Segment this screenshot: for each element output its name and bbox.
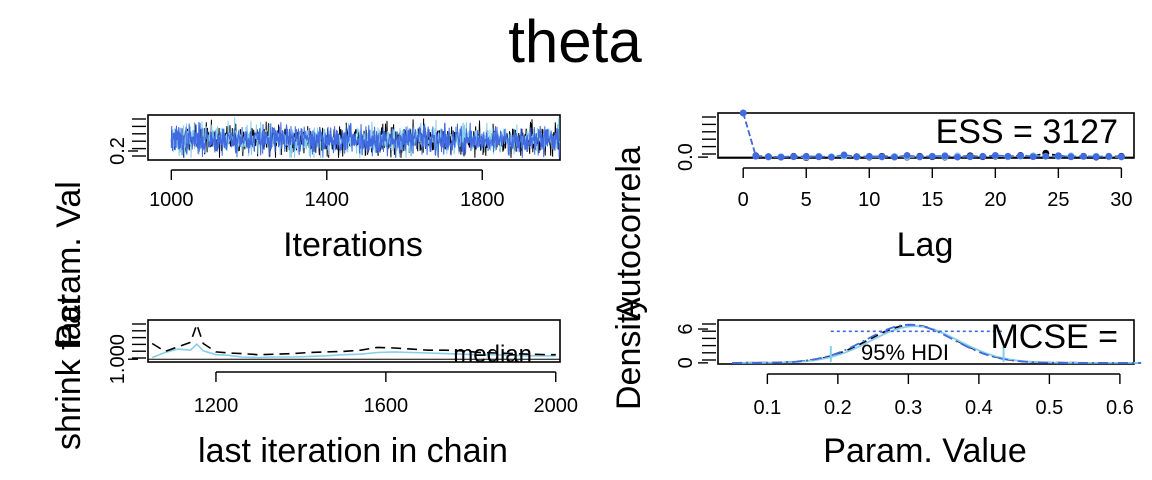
density-y-label: Density	[610, 297, 648, 410]
autocorrelation-point	[790, 153, 798, 161]
autocorrelation-point	[1017, 152, 1024, 160]
trace-x-tick-label: 1400	[305, 189, 350, 211]
shrink-factor-panel: 1200 1600 2000 1.000 median last iteration …	[50, 295, 578, 470]
autocorrelation-y-tick-label: 0.0	[675, 143, 697, 171]
autocorrelation-point	[878, 153, 886, 161]
shrink-factor-series-line	[151, 322, 556, 356]
autocorrelation-x-tick-label: 20	[984, 189, 1006, 211]
hdi-label: 95% HDI	[861, 340, 949, 365]
shrink-factor-x-tick-label: 2000	[534, 395, 579, 417]
density-lines	[732, 323, 1142, 364]
shrink-factor-series-line	[151, 342, 556, 359]
trace-x-label: Iterations	[283, 226, 423, 264]
autocorrelation-point	[802, 152, 810, 160]
autocorrelation-x-tick-label: 0	[738, 189, 749, 211]
density-series-line	[732, 323, 1142, 364]
autocorrelation-point	[1092, 153, 1100, 161]
autocorrelation-x-label: Lag	[897, 226, 954, 264]
shrink-factor-x-tick-label: 1600	[364, 395, 409, 417]
autocorrelation-point	[991, 151, 999, 159]
autocorrelation-point	[928, 152, 936, 160]
density-y-tick-label: 0	[675, 357, 697, 368]
density-x-tick-label: 0.4	[965, 397, 993, 419]
shrink-factor-y-label: shrink fact	[50, 295, 88, 450]
autocorrelation-ticks: 0 5 10 15 20 25 30 0.0	[675, 116, 1133, 211]
autocorrelation-point	[1105, 152, 1113, 160]
autocorrelation-point	[865, 152, 873, 160]
autocorrelation-point	[815, 153, 823, 161]
autocorrelation-x-tick-label: 5	[801, 189, 812, 211]
autocorrelation-point	[903, 151, 911, 159]
density-frame	[717, 319, 1135, 365]
density-x-tick-label: 0.1	[753, 397, 781, 419]
autocorrelation-x-tick-label: 25	[1047, 189, 1069, 211]
autocorrelation-point	[853, 153, 861, 161]
autocorrelation-point	[765, 153, 772, 161]
density-panel: 0.1 0.2 0.3 0.4 0.5 0.6 0 6 MCSE = 95% HDI Para…	[610, 297, 1142, 470]
density-x-label: Param. Value	[823, 432, 1026, 470]
ess-annotation: ESS = 3127	[936, 113, 1118, 151]
autocorrelation-x-tick-label: 10	[858, 189, 880, 211]
autocorrelation-point	[828, 153, 835, 161]
autocorrelation-point	[916, 153, 924, 161]
shrink-factor-frame	[147, 319, 561, 363]
trace-ticks: 1000 1400 1800 0.2	[107, 118, 505, 211]
figure-title: theta	[508, 8, 642, 75]
autocorrelation-y-label: Autocorrela	[610, 146, 648, 320]
autocorrelation-point	[777, 153, 785, 161]
trace-series-line	[170, 121, 561, 158]
autocorrelation-point	[752, 152, 760, 160]
autocorrelation-point	[1117, 153, 1125, 161]
shrink-factor-x-tick-label: 1200	[194, 395, 239, 417]
median-legend: median	[453, 341, 532, 368]
autocorrelation-point	[840, 151, 848, 159]
autocorrelation-point	[1080, 152, 1087, 160]
autocorrelation-points	[718, 109, 1134, 161]
autocorrelation-point	[941, 152, 949, 160]
density-x-tick-label: 0.6	[1106, 397, 1134, 419]
trace-plot-panel: 1000 1400 1800 0.2 Iterations Param. Val	[50, 114, 561, 347]
trace-y-tick-label: 0.2	[107, 137, 129, 165]
density-ticks: 0.1 0.2 0.3 0.4 0.5 0.6 0 6	[675, 323, 1134, 419]
autocorrelation-point	[954, 153, 961, 161]
autocorrelation-x-tick-label: 30	[1110, 189, 1132, 211]
autocorrelation-point	[1067, 153, 1075, 161]
shrink-factor-lines	[148, 322, 560, 360]
trace-x-tick-label: 1800	[460, 189, 505, 211]
trace-lines	[170, 117, 561, 158]
autocorrelation-point	[1054, 152, 1062, 160]
autocorrelation-point	[1029, 153, 1037, 161]
shrink-factor-x-label: last iteration in chain	[198, 432, 508, 470]
trace-x-tick-label: 1000	[149, 189, 194, 211]
mcse-annotation: MCSE =	[990, 318, 1118, 356]
autocorrelation-panel: 0 5 10 15 20 25 30 0.0 ESS = 3127 Lag Autocorre…	[610, 109, 1135, 320]
density-x-tick-label: 0.2	[824, 397, 852, 419]
autocorrelation-point	[891, 153, 898, 161]
autocorrelation-point	[1042, 152, 1050, 160]
autocorrelation-point	[966, 153, 974, 161]
shrink-factor-y-tick-label: 1.000	[107, 334, 129, 384]
density-y-tick-label: 6	[675, 323, 697, 334]
trace-plot-frame	[147, 114, 561, 161]
shrink-factor-ticks: 1200 1600 2000 1.000	[107, 323, 579, 417]
trace-y-label: Param. Val	[50, 181, 88, 347]
autocorrelation-point	[1004, 152, 1012, 160]
autocorrelation-x-tick-label: 15	[921, 189, 943, 211]
density-x-tick-label: 0.5	[1035, 397, 1063, 419]
autocorrelation-point	[739, 109, 747, 117]
autocorrelation-frame	[717, 112, 1135, 159]
density-x-tick-label: 0.3	[894, 397, 922, 419]
autocorrelation-point	[979, 152, 987, 160]
